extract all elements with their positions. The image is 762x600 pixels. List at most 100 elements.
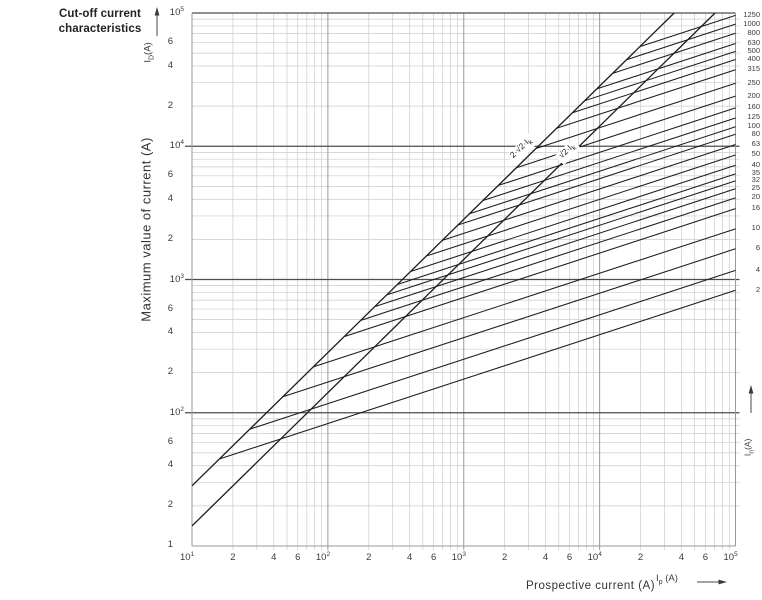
rating-label-630: 630: [747, 38, 760, 48]
fuse-curve-80: [457, 133, 736, 226]
chart-title: Cut-off current characteristics: [38, 7, 162, 37]
rating-label-32: 32: [751, 175, 760, 185]
y-tick-label-minor: 2: [167, 366, 173, 378]
x-tick-label-minor: 6: [566, 552, 573, 563]
rating-label-2: 2: [755, 284, 760, 294]
fuse-curve-630: [596, 43, 736, 90]
x-symbol-sub: p: [658, 578, 663, 586]
y-tick-label-minor: 4: [167, 59, 173, 71]
rating-label-35: 35: [751, 168, 760, 178]
fuse-curve-250: [535, 82, 736, 149]
rating-label-20: 20: [751, 192, 760, 202]
y-tick-label-minor: 6: [167, 435, 173, 447]
right-axis-arrow-head: [748, 385, 754, 394]
y-tick-label-minor: 6: [167, 169, 173, 181]
y-tick-label-10e5: 105: [169, 6, 184, 19]
x-axis-arrow-head: [718, 579, 727, 585]
rating-label-315: 315: [747, 64, 760, 74]
right-symbol-base: I: [742, 453, 753, 457]
fuse-curve-100: [469, 126, 736, 215]
fuse-curve-63: [442, 144, 736, 241]
rating-label-160: 160: [747, 102, 760, 112]
rating-label-1000: 1000: [743, 18, 760, 28]
reference-line-sqrt2: [191, 12, 716, 527]
x-tick-label-minor: 4: [271, 552, 277, 563]
x-tick-label-minor: 6: [702, 552, 708, 563]
rating-label-25: 25: [751, 183, 760, 193]
x-axis-title: Prospective current (A): [525, 580, 656, 592]
y-tick-label-10e4: 104: [169, 139, 184, 152]
x-tick-label-minor: 6: [295, 552, 301, 563]
rating-label-63: 63: [751, 139, 760, 149]
y-tick-label-bottom: 1: [167, 538, 173, 550]
fuse-curve-50: [426, 154, 736, 257]
rating-label-50: 50: [751, 149, 760, 159]
y-tick-label-minor: 2: [167, 232, 173, 244]
rating-label-100: 100: [747, 121, 760, 131]
y-axis-arrow-head: [154, 7, 160, 16]
y-tick-label-minor: 6: [167, 36, 173, 48]
fuse-curve-315: [556, 69, 736, 129]
rating-label-4: 4: [755, 264, 760, 274]
x-tick-label-minor: 6: [430, 552, 437, 563]
fuse-curve-10: [313, 228, 736, 368]
fuse-curve-6: [282, 248, 736, 398]
rating-label-125: 125: [747, 112, 760, 122]
rating-label-1250: 1250: [743, 9, 760, 19]
reference-line-2sqrt2: [191, 12, 675, 487]
x-tick-label-minor: 2: [366, 552, 372, 563]
rating-label-16: 16: [751, 203, 760, 213]
y-tick-label-minor: 2: [167, 499, 173, 511]
y-tick-label-minor: 4: [167, 459, 173, 471]
x-symbol-unit: (A): [665, 573, 678, 584]
fuse-curve-40: [410, 164, 736, 272]
x-axis-symbol: Ip (A): [656, 573, 678, 587]
fuse-curve-1000: [626, 23, 736, 61]
fuse-curve-32: [386, 180, 736, 296]
y-tick-label-minor: 4: [167, 192, 173, 204]
y-symbol-sub: D: [148, 54, 156, 61]
fuse-curve-16: [344, 208, 736, 338]
chart-title-line2: characteristics: [58, 23, 142, 35]
x-tick-label-10e1: 101: [180, 551, 195, 564]
chart-title-line1: Cut-off current: [59, 8, 141, 20]
fuse-curve-125: [482, 117, 736, 202]
rating-label-500: 500: [747, 45, 760, 55]
x-tick-label-minor: 4: [542, 552, 549, 563]
y-tick-label-minor: 6: [167, 302, 173, 314]
x-tick-label-minor: 2: [501, 552, 508, 563]
y-tick-label-minor: 4: [167, 326, 173, 338]
x-tick-label-minor: 4: [678, 552, 685, 563]
y-tick-label-10e2: 102: [169, 405, 184, 418]
right-symbol-unit: (A): [742, 438, 753, 450]
y-tick-label-10e3: 103: [169, 272, 184, 285]
fuse-curve-1250: [639, 14, 736, 48]
rating-label-800: 800: [747, 27, 760, 37]
x-tick-label-minor: 4: [407, 552, 413, 563]
rating-label-200: 200: [747, 90, 760, 100]
rating-label-10: 10: [751, 223, 760, 233]
fuse-curve-400: [572, 58, 736, 114]
y-tick-label-minor: 2: [167, 99, 173, 111]
x-tick-label-minor: 2: [230, 552, 236, 563]
x-tick-label-10e3: 103: [451, 551, 466, 564]
x-tick-label-10e2: 102: [315, 551, 331, 564]
rating-label-250: 250: [747, 77, 760, 87]
rating-label-400: 400: [747, 53, 760, 63]
rating-label-6: 6: [755, 243, 760, 253]
x-symbol-base: I: [656, 573, 659, 584]
fuse-curve-4: [249, 269, 736, 430]
fuse-curve-200: [516, 95, 736, 169]
rating-label-80: 80: [751, 128, 760, 138]
right-axis-symbol: In(A): [742, 427, 757, 467]
x-tick-label-10e5: 105: [723, 551, 738, 564]
x-tick-label-minor: 2: [637, 552, 644, 563]
x-tick-label-10e4: 104: [587, 551, 602, 564]
fuse-curve-160: [498, 107, 736, 186]
fuse-curve-2: [219, 289, 736, 460]
fuse-curve-35: [397, 173, 736, 285]
rating-label-40: 40: [751, 159, 760, 169]
right-symbol-sub: n: [748, 449, 756, 454]
